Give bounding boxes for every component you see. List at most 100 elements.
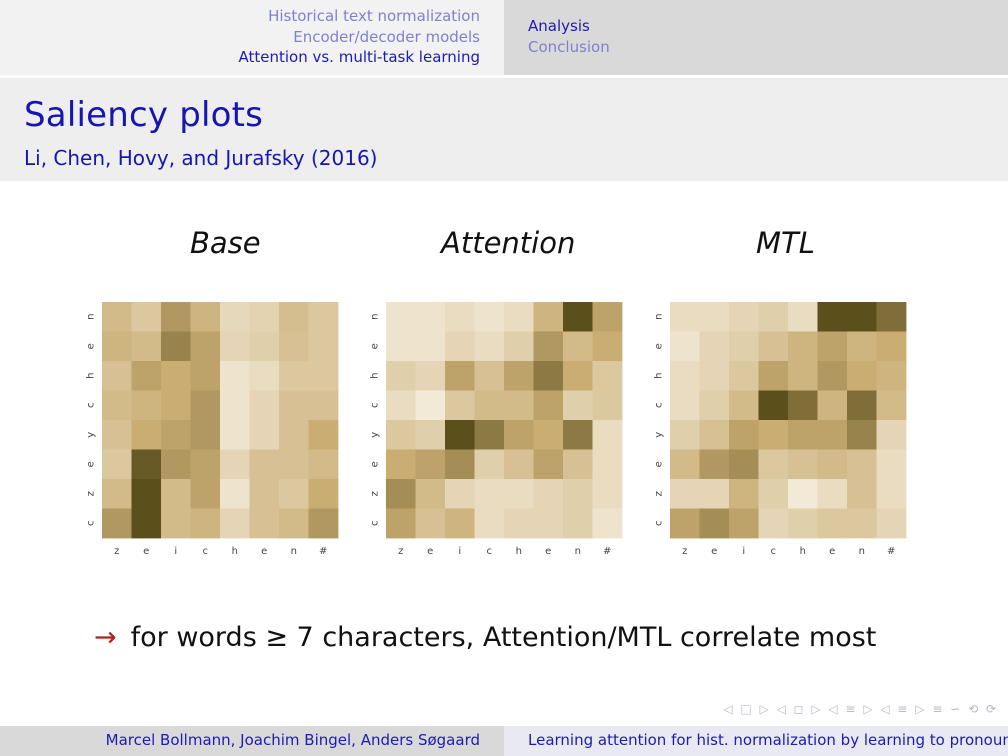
y-tick-label: n (370, 314, 381, 320)
heatmap-cell (249, 449, 280, 480)
heatmap-cell (249, 508, 280, 539)
heatmap-cell (131, 331, 162, 362)
saliency-chart-mtl: n e h c y e z c z e i c h e n # (650, 296, 910, 562)
heatmap-cell (729, 508, 759, 539)
heatmap-cell (533, 508, 564, 539)
heatmap-cell (279, 331, 309, 362)
y-tick-label: z (654, 491, 665, 496)
heatmap-cell (308, 302, 339, 332)
panel-title-attention: Attention (441, 226, 576, 260)
y-tick-label: c (86, 521, 97, 527)
heatmap-cell (161, 302, 191, 332)
heatmap-cell (533, 479, 564, 509)
heatmap-cell (504, 508, 534, 539)
section-link-attention-mtl[interactable]: Attention vs. multi-task learning (238, 48, 480, 66)
heatmap-cell (220, 420, 250, 450)
y-tick-label: z (86, 491, 97, 496)
heatmap-cell (788, 449, 818, 480)
heatmap-cell (161, 420, 191, 450)
heatmap-cell (445, 331, 475, 362)
heatmap-cell (670, 390, 700, 421)
heatmap-cell (279, 449, 309, 480)
footer-authors: Marcel Bollmann, Joachim Bingel, Anders … (105, 731, 480, 749)
subsection-link-conclusion[interactable]: Conclusion (528, 37, 610, 56)
y-tick-label: h (370, 373, 381, 379)
heatmap-cell (699, 479, 730, 509)
heatmap-cell (788, 508, 818, 539)
heatmap-cell (190, 420, 221, 450)
x-tick-label: z (682, 546, 687, 557)
heatmap-cell (563, 420, 593, 450)
x-tick-label: e (261, 546, 267, 557)
x-tick-label: z (398, 546, 403, 557)
heatmap-cell (131, 479, 162, 509)
heatmap-cell (788, 331, 818, 362)
heatmap-cell (592, 331, 623, 362)
x-tick-label: # (603, 546, 611, 557)
heatmap-cell (308, 449, 339, 480)
heatmap-cell (131, 361, 162, 391)
y-tick-label: h (654, 373, 665, 379)
heatmap-cell (788, 302, 818, 332)
y-tick-label: c (654, 403, 665, 409)
heatmap-cell (504, 331, 534, 362)
heatmap-cell (415, 331, 446, 362)
heatmap-cell (847, 331, 877, 362)
heatmap-cell (474, 361, 505, 391)
heatmap-cell (817, 390, 848, 421)
heatmap-cell (847, 420, 877, 450)
heatmap-svg: n e h c y e z c z e i c h e n # (86, 302, 339, 557)
heatmap-cell (817, 331, 848, 362)
heatmap-cell (279, 302, 309, 332)
heatmap-cell (474, 479, 505, 509)
subsection-link-analysis[interactable]: Analysis (528, 17, 590, 35)
y-tick-label: c (370, 521, 381, 527)
x-tick-label: n (859, 546, 865, 557)
heatmap-cell (758, 302, 789, 332)
heatmap-cell (308, 508, 339, 539)
heatmap-cell (729, 302, 759, 332)
heatmap-cell (102, 361, 132, 391)
beamer-navigation[interactable]: ◁ □ ▷ ◁ ◻ ▷ ◁ ≡ ▷ ◁ ≡ ▷ ≡ ∽ ⟲ ⟳ (723, 702, 998, 716)
heatmap-cell (788, 390, 818, 421)
heatmap-cell (504, 361, 534, 391)
heatmap-cell (504, 390, 534, 421)
heatmap-cell (102, 479, 132, 509)
heatmap-cell (876, 508, 907, 539)
heatmap-cell (220, 331, 250, 362)
heatmap-cell (533, 449, 564, 480)
heatmap-cell (729, 420, 759, 450)
title-band (0, 78, 1008, 181)
heatmap-cell (102, 390, 132, 421)
heatmap-cell (788, 420, 818, 450)
x-tick-label: e (427, 546, 433, 557)
heatmap-svg: n e h c y e z c z e i c h e n # (370, 302, 623, 557)
heatmap-cell (308, 420, 339, 450)
y-tick-label: e (370, 461, 381, 467)
heatmap-cell (876, 449, 907, 480)
heatmap-cell (474, 449, 505, 480)
x-tick-label: h (232, 546, 238, 557)
x-tick-label: z (114, 546, 119, 557)
heatmap-cell (249, 390, 280, 421)
heatmap-cell (563, 361, 593, 391)
section-link-encoder-decoder[interactable]: Encoder/decoder models (293, 27, 480, 46)
section-link-historical[interactable]: Historical text normalization (268, 7, 480, 25)
heatmap-cell (729, 479, 759, 509)
heatmap-cell (847, 361, 877, 391)
heatmap-cell (415, 390, 446, 421)
y-tick-label: h (86, 373, 97, 379)
heatmap-cell (131, 508, 162, 539)
footer-authors-bar: Marcel Bollmann, Joachim Bingel, Anders … (0, 726, 504, 756)
slide-citation: Li, Chen, Hovy, and Jurafsky (2016) (24, 146, 378, 170)
heatmap-cell (533, 302, 564, 332)
heatmap-cell (817, 302, 848, 332)
heatmap-cell (876, 302, 907, 332)
heatmap-cell (161, 449, 191, 480)
heatmap-cell (190, 449, 221, 480)
x-tick-label: c (487, 546, 493, 557)
heatmap-cell (533, 331, 564, 362)
heatmap-cell (131, 449, 162, 480)
heatmap-cell (699, 390, 730, 421)
heatmap-cell (386, 420, 416, 450)
